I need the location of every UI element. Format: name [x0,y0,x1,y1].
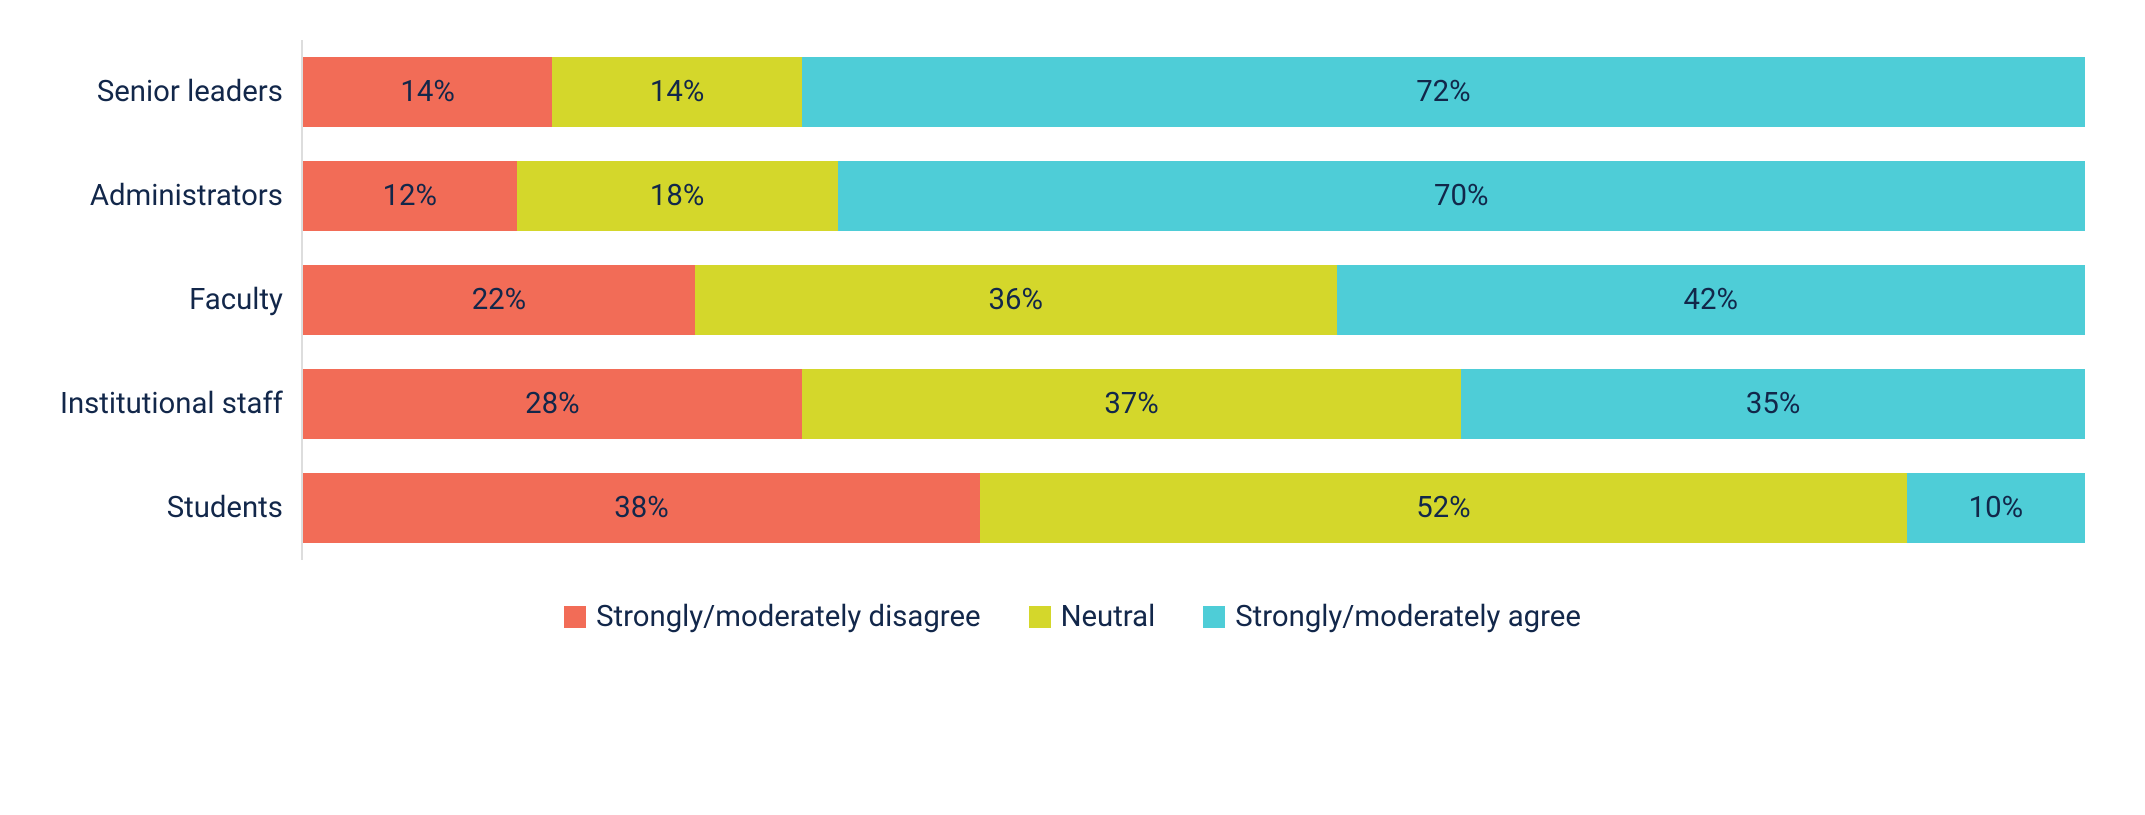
bar-segment-agree: 42% [1337,265,2085,335]
bar-segment-agree: 72% [802,57,2085,127]
bar-segment-disagree: 38% [303,473,980,543]
bar-segment-value: 42% [1684,283,1738,317]
category-label: Faculty [60,265,283,335]
bar-row: 38% 52% 10% [303,473,2085,543]
bar-row: 22% 36% 42% [303,265,2085,335]
bar-segment-value: 37% [1104,387,1158,421]
legend-label: Strongly/moderately disagree [596,600,980,634]
bar-segment-agree: 10% [1907,473,2085,543]
category-label: Students [60,473,283,543]
bar-segment-disagree: 12% [303,161,517,231]
stacked-bar-chart: Senior leaders Administrators Faculty In… [60,40,2085,634]
bar-segment-disagree: 14% [303,57,552,127]
bar-segment-value: 22% [472,283,526,317]
bar-segment-value: 72% [1416,75,1470,109]
bar-segment-value: 36% [989,283,1043,317]
bar-segment-value: 10% [1969,491,2023,525]
bar-segment-value: 38% [614,491,668,525]
bar-segment-value: 12% [383,179,437,213]
bar-row: 12% 18% 70% [303,161,2085,231]
category-label: Senior leaders [60,57,283,127]
bars-column: 14%14%72% 12%18%70% 22%36%42% 28%37%35% … [303,40,2085,560]
bar-segment-neutral: 52% [980,473,1907,543]
legend-item-neutral: Neutral [1029,600,1156,634]
legend-item-agree: Strongly/moderately agree [1203,600,1581,634]
legend-label: Neutral [1061,600,1156,634]
bar-segment-value: 14% [400,75,454,109]
bar-segment-neutral: 37% [802,369,1461,439]
bar-segment-neutral: 36% [695,265,1337,335]
bar-segment-agree: 70% [838,161,2085,231]
legend: Strongly/moderately disagree Neutral Str… [60,600,2085,634]
legend-item-disagree: Strongly/moderately disagree [564,600,980,634]
bar-segment-value: 35% [1746,387,1800,421]
bar-segment-neutral: 14% [552,57,801,127]
bar-row: 14% 14% 72% [303,57,2085,127]
bar-segment-disagree: 22% [303,265,695,335]
bar-segment-value: 14% [650,75,704,109]
chart-body: Senior leaders Administrators Faculty In… [60,40,2085,560]
legend-label: Strongly/moderately agree [1235,600,1581,634]
bar-segment-value: 70% [1434,179,1488,213]
bar-segment-value: 52% [1416,491,1470,525]
bar-segment-neutral: 18% [517,161,838,231]
bar-segment-value: 18% [650,179,704,213]
legend-swatch [1203,606,1225,628]
bar-row: 28% 37% 35% [303,369,2085,439]
legend-swatch [1029,606,1051,628]
category-label: Administrators [60,161,283,231]
bar-segment-value: 28% [525,387,579,421]
bar-segment-agree: 35% [1461,369,2085,439]
bar-segment-disagree: 28% [303,369,802,439]
category-label: Institutional staff [60,369,283,439]
category-labels-column: Senior leaders Administrators Faculty In… [60,40,303,560]
legend-swatch [564,606,586,628]
